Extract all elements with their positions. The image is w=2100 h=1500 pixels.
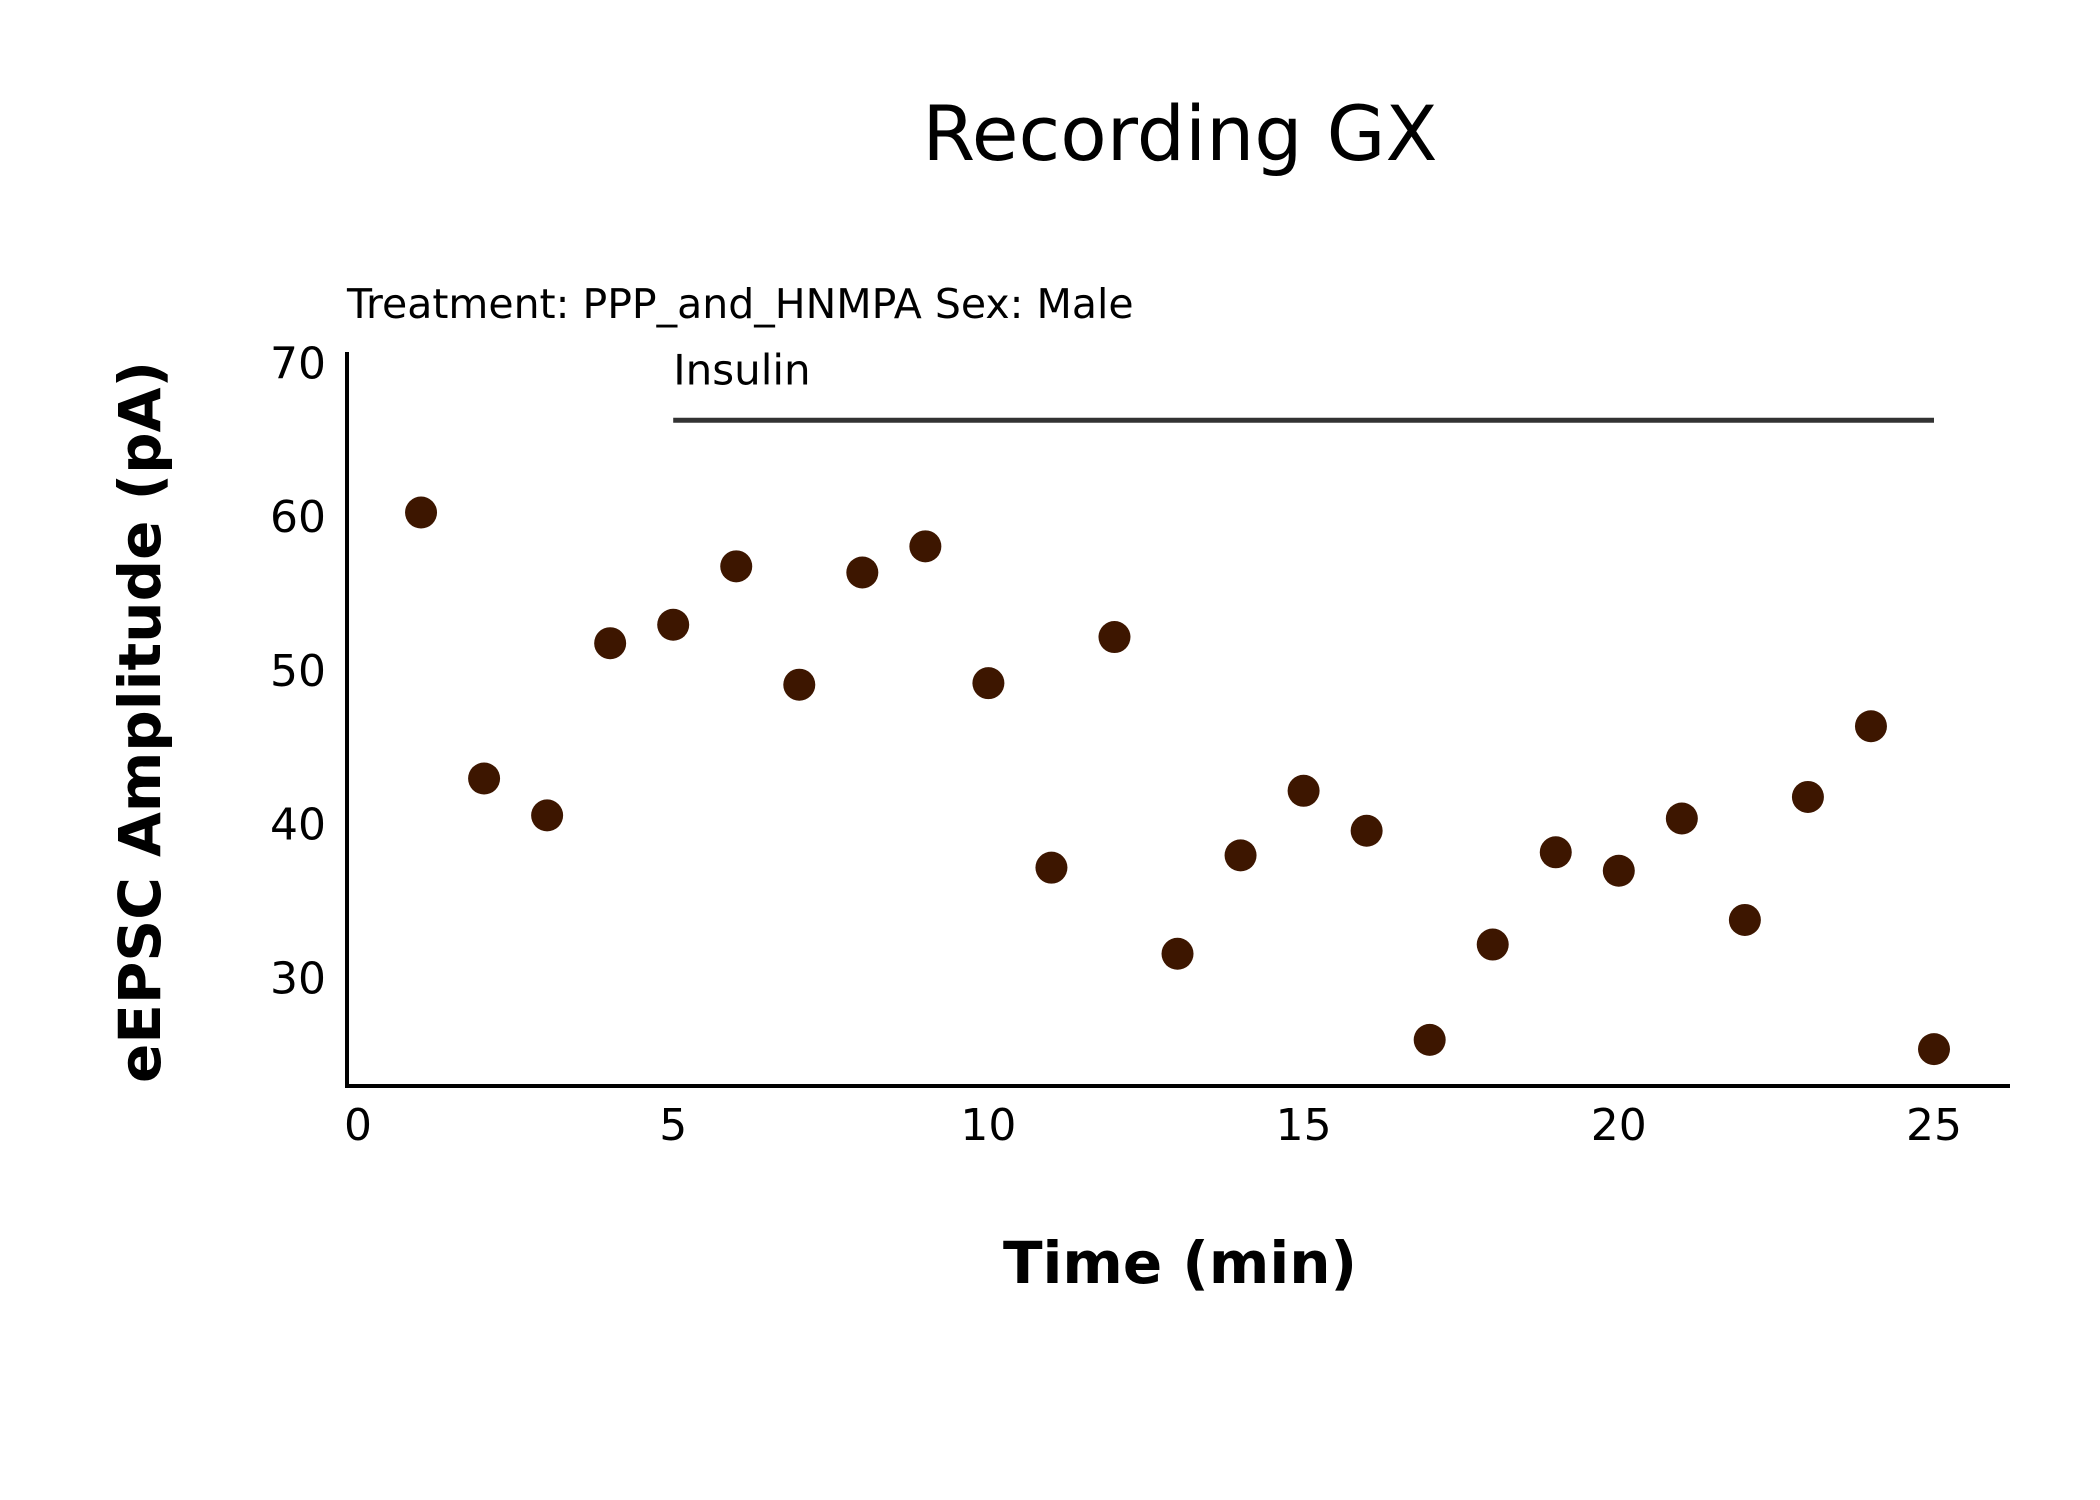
insulin-label: Insulin	[673, 345, 810, 394]
x-tick-label: 10	[960, 1100, 1016, 1151]
y-axis-label: eEPSC Amplitude (pA)	[106, 361, 174, 1083]
data-point	[1918, 1033, 1950, 1066]
x-tick-labels: 0 5 10 15 20 25	[344, 1100, 1962, 1151]
data-point	[846, 556, 879, 589]
data-point	[1350, 814, 1383, 847]
x-axis-label: Time (min)	[1003, 1229, 1357, 1297]
x-tick-label: 20	[1591, 1100, 1647, 1151]
y-tick-label: 40	[270, 800, 326, 851]
data-point	[1854, 710, 1887, 743]
data-point	[1539, 836, 1572, 869]
data-point	[1728, 903, 1761, 936]
data-point	[1476, 928, 1509, 961]
data-point	[1602, 854, 1635, 887]
y-tick-label: 30	[270, 953, 326, 1004]
insulin-annotation: Insulin	[673, 345, 1934, 423]
data-point	[1098, 621, 1131, 654]
data-points	[405, 496, 1950, 1066]
data-point	[531, 799, 564, 832]
chart-subtitle: Treatment: PPP_and_HNMPA Sex: Male	[346, 280, 1134, 328]
y-tick-label: 50	[270, 646, 326, 697]
data-point	[1287, 774, 1320, 807]
data-point	[720, 550, 753, 583]
x-tick-label: 25	[1906, 1100, 1962, 1151]
y-tick-label: 70	[270, 338, 326, 389]
data-point	[594, 627, 627, 660]
y-tick-labels: 30 40 50 60 70	[270, 338, 326, 1004]
y-tick-label: 60	[270, 492, 326, 543]
data-point	[783, 668, 816, 701]
data-point	[1161, 937, 1194, 970]
x-tick-label: 0	[344, 1100, 372, 1151]
data-point	[972, 667, 1005, 700]
data-point	[405, 496, 438, 529]
data-point	[468, 762, 501, 795]
data-point	[909, 530, 942, 563]
x-tick-label: 5	[659, 1100, 687, 1151]
data-point	[657, 608, 690, 641]
data-point	[1791, 780, 1824, 813]
chart-title: Recording GX	[922, 89, 1437, 178]
axes	[345, 352, 2010, 1088]
data-point	[1035, 851, 1068, 884]
data-point	[1665, 802, 1698, 835]
data-point	[1224, 839, 1257, 872]
data-point	[1413, 1023, 1446, 1056]
x-tick-label: 15	[1276, 1100, 1332, 1151]
